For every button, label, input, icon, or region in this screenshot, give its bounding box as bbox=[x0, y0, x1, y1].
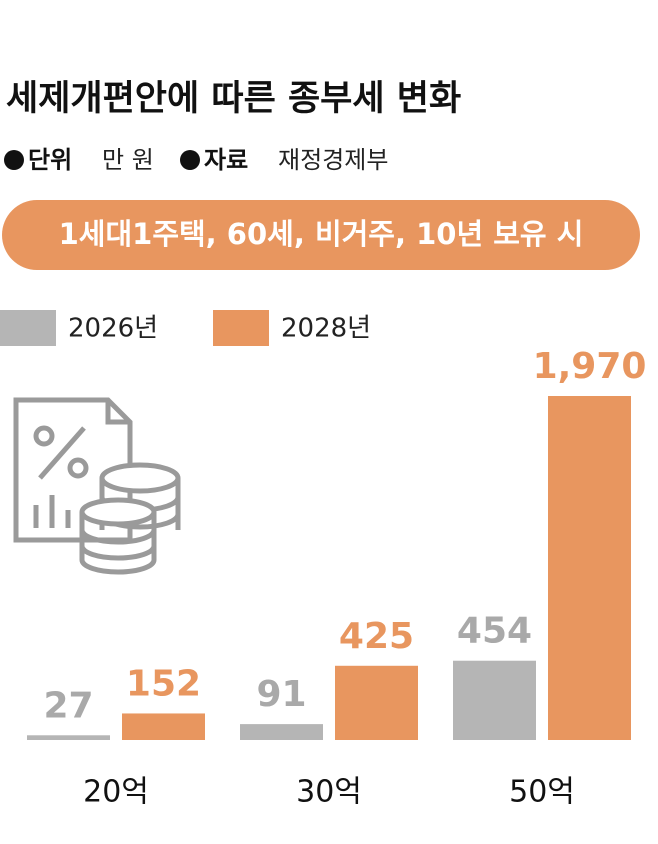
bar bbox=[122, 713, 205, 740]
source: 재정경제부 bbox=[278, 146, 388, 174]
bar bbox=[240, 724, 323, 740]
legend-swatch bbox=[213, 310, 269, 346]
bar bbox=[27, 735, 110, 740]
value-label: 1,970 bbox=[533, 346, 647, 387]
x-tick-label: 20억 bbox=[83, 775, 149, 810]
x-tick-label: 50억 bbox=[509, 775, 575, 810]
bullet bbox=[180, 150, 200, 170]
legend-label: 2026년 bbox=[68, 314, 158, 344]
chart-title: 세제개편안에 따른 종부세 변화 bbox=[6, 79, 461, 119]
x-tick-label: 30억 bbox=[296, 775, 362, 810]
value-label: 152 bbox=[126, 663, 201, 704]
source-label: 자료 bbox=[204, 146, 248, 174]
bar bbox=[335, 665, 418, 740]
bar bbox=[548, 396, 631, 740]
unit-label: 단위 bbox=[28, 146, 72, 174]
legend-label: 2028년 bbox=[281, 314, 371, 344]
bar bbox=[453, 660, 536, 740]
value-label: 454 bbox=[457, 611, 532, 652]
legend-swatch bbox=[0, 310, 56, 346]
value-label: 91 bbox=[256, 674, 306, 715]
value-label: 27 bbox=[43, 685, 93, 726]
value-label: 425 bbox=[339, 616, 414, 657]
icon bbox=[13, 397, 181, 575]
condition-banner bbox=[2, 200, 640, 270]
condition: 1세대1주택, 60세, 비거주, 10년 보유 시 bbox=[59, 217, 584, 251]
unit: 만 원 bbox=[102, 146, 154, 174]
bullet bbox=[4, 150, 24, 170]
